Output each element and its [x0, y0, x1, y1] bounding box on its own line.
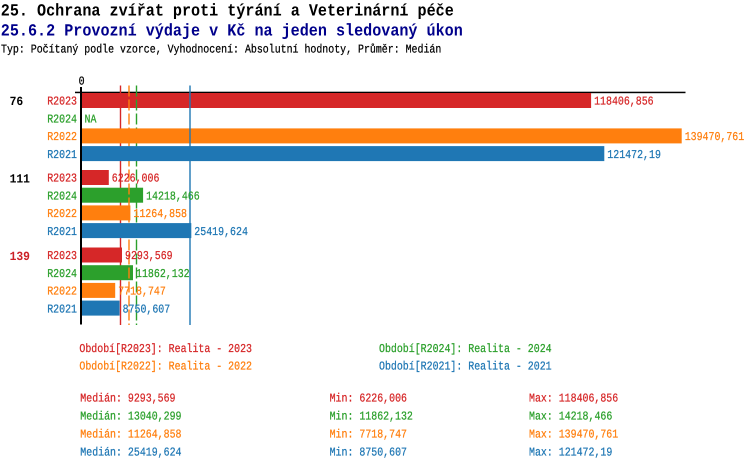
svg-text:Typ: Počítaný podle vzorce, Vy: Typ: Počítaný podle vzorce, Vyhodnocení:…	[1, 43, 441, 57]
svg-text:R2021: R2021	[47, 302, 77, 316]
svg-text:139470,761: 139470,761	[685, 130, 745, 144]
svg-text:8750,607: 8750,607	[123, 302, 171, 316]
svg-text:Min: 11862,132: Min: 11862,132	[330, 410, 413, 424]
svg-text:Min: 6226,006: Min: 6226,006	[330, 392, 407, 406]
svg-text:14218,466: 14218,466	[146, 189, 200, 203]
svg-text:R2024: R2024	[47, 112, 77, 126]
svg-text:11264,858: 11264,858	[133, 207, 187, 221]
svg-text:Max: 121472,19: Max: 121472,19	[529, 445, 612, 459]
svg-text:R2023: R2023	[47, 95, 77, 109]
svg-text:Min: 7718,747: Min: 7718,747	[330, 427, 407, 441]
svg-text:R2023: R2023	[47, 249, 77, 263]
svg-text:R2024: R2024	[47, 267, 77, 281]
svg-text:121472,19: 121472,19	[607, 148, 661, 162]
svg-text:Medián: 13040,299: Medián: 13040,299	[80, 410, 181, 424]
svg-text:25. Ochrana zvířat proti týrán: 25. Ochrana zvířat proti týrání a Veteri…	[1, 3, 454, 22]
svg-text:R2022: R2022	[47, 207, 77, 221]
svg-text:R2022: R2022	[47, 130, 77, 144]
svg-text:Období[R2022]: Realita - 2022: Období[R2022]: Realita - 2022	[79, 359, 252, 373]
svg-text:7718,747: 7718,747	[118, 285, 166, 299]
svg-text:118406,856: 118406,856	[594, 95, 654, 109]
svg-text:R2021: R2021	[47, 148, 77, 162]
svg-text:Medián: 25419,624: Medián: 25419,624	[80, 445, 181, 459]
svg-text:139: 139	[10, 250, 30, 264]
svg-text:R2021: R2021	[47, 225, 77, 239]
svg-text:R2023: R2023	[47, 172, 77, 186]
svg-text:Min: 8750,607: Min: 8750,607	[330, 445, 407, 459]
svg-text:11862,132: 11862,132	[136, 267, 190, 281]
svg-text:R2022: R2022	[47, 285, 77, 299]
svg-text:Období[R2024]: Realita - 2024: Období[R2024]: Realita - 2024	[379, 342, 552, 356]
svg-text:76: 76	[10, 95, 24, 109]
svg-text:NA: NA	[85, 112, 98, 126]
svg-text:R2024: R2024	[47, 189, 77, 203]
svg-text:Max: 14218,466: Max: 14218,466	[529, 410, 612, 424]
svg-text:Medián: 11264,858: Medián: 11264,858	[80, 427, 181, 441]
svg-text:25419,624: 25419,624	[194, 225, 248, 239]
svg-text:25.6.2 Provozní výdaje v Kč na: 25.6.2 Provozní výdaje v Kč na jeden sle…	[1, 22, 463, 41]
svg-text:6226,006: 6226,006	[112, 172, 160, 186]
svg-text:0: 0	[79, 75, 85, 89]
svg-text:Max: 118406,856: Max: 118406,856	[529, 392, 618, 406]
svg-text:111: 111	[10, 173, 30, 187]
svg-text:Max: 139470,761: Max: 139470,761	[529, 427, 618, 441]
svg-text:Období[R2021]: Realita - 2021: Období[R2021]: Realita - 2021	[379, 359, 552, 373]
svg-text:Medián: 9293,569: Medián: 9293,569	[80, 392, 175, 406]
svg-text:Období[R2023]: Realita - 2023: Období[R2023]: Realita - 2023	[79, 342, 252, 356]
svg-text:9293,569: 9293,569	[125, 249, 173, 263]
